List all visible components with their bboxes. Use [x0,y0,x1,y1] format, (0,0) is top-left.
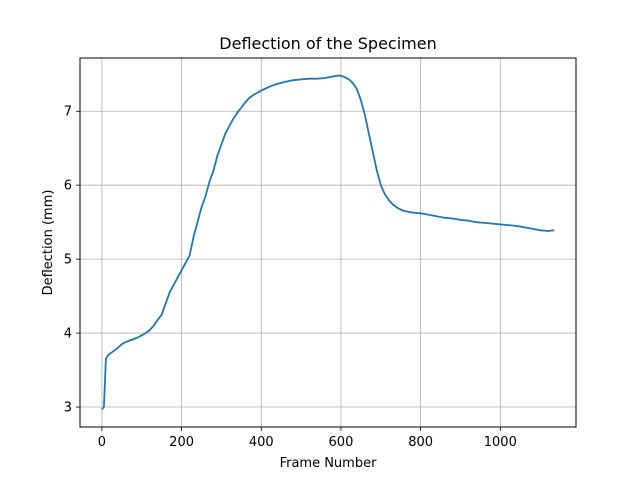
y-axis-label: Deflection (mm) [41,190,56,296]
y-tick-label: 3 [64,401,72,416]
y-tick-label: 4 [64,327,72,342]
x-tick-label: 0 [98,435,106,450]
x-axis-label: Frame Number [280,456,378,471]
x-tick-label: 400 [249,435,274,450]
x-tick-label: 200 [169,435,194,450]
grid-lines [80,58,576,427]
x-tick-label: 1000 [484,435,517,450]
y-tick-label: 7 [64,105,72,120]
x-tick-label: 800 [408,435,433,450]
chart-title: Deflection of the Specimen [219,34,436,53]
axes-frame [79,57,577,428]
series-line-0 [101,74,555,410]
plot-area [101,74,555,410]
y-tick-label: 6 [64,179,72,194]
axis-ticks: 0 200 400 600 800 1000 3 4 5 6 7 [64,105,517,450]
y-tick-label: 5 [64,253,72,268]
x-tick-label: 600 [329,435,354,450]
